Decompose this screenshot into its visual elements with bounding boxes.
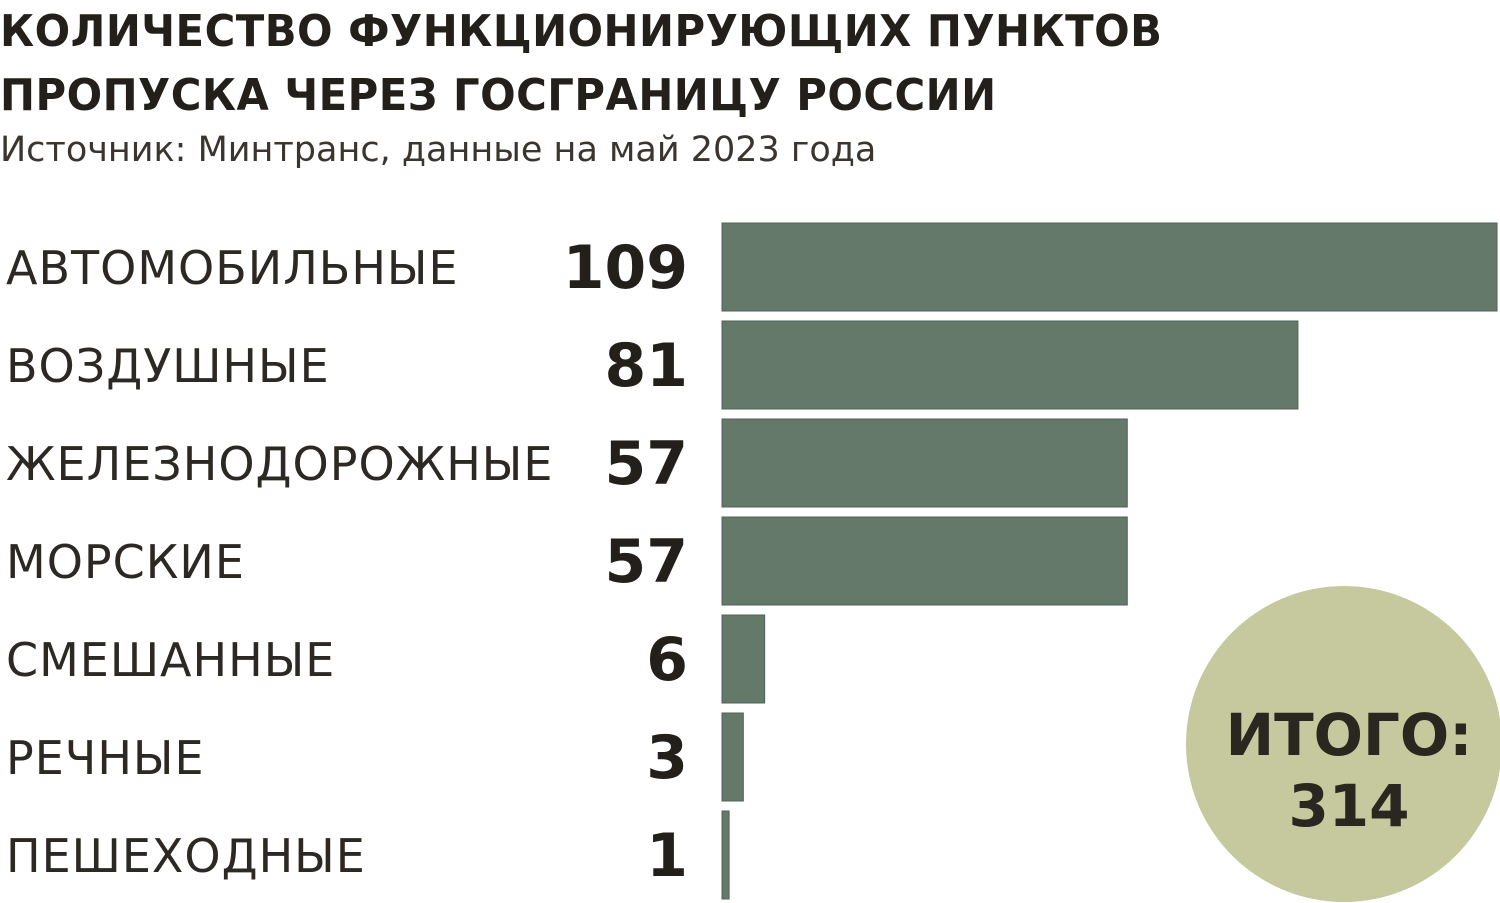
bar	[721, 712, 744, 802]
chart-title-line-1: КОЛИЧЕСТВО ФУНКЦИОНИРУЮЩИХ ПУНКТОВ	[0, 6, 1163, 57]
value-label: 81	[605, 331, 689, 401]
value-label: 3	[646, 723, 688, 793]
category-label: ЖЕЛЕЗНОДОРОЖНЫЕ	[6, 437, 553, 491]
value-label: 1	[646, 821, 688, 891]
chart-title: КОЛИЧЕСТВО ФУНКЦИОНИРУЮЩИХ ПУНКТОВ ПРОПУ…	[0, 0, 1162, 128]
chart-title-line-2: ПРОПУСКА ЧЕРЕЗ ГОСГРАНИЦУ РОССИИ	[0, 70, 997, 121]
total-badge: ИТОГО: 314	[1186, 586, 1500, 902]
value-label: 57	[605, 429, 689, 499]
value-label: 109	[563, 233, 688, 303]
bar	[721, 614, 766, 704]
category-label: ПЕШЕХОДНЫЕ	[6, 829, 366, 883]
category-label: АВТОМОБИЛЬНЫЕ	[6, 241, 459, 295]
bar	[721, 810, 730, 900]
total-label: ИТОГО:	[1226, 701, 1473, 769]
chart-subtitle: Источник: Минтранс, данные на май 2023 г…	[0, 130, 877, 170]
bar	[721, 418, 1128, 508]
bar	[721, 516, 1128, 606]
value-label: 57	[605, 527, 689, 597]
bar	[721, 320, 1299, 410]
bar	[721, 222, 1498, 312]
category-label: СМЕШАННЫЕ	[6, 633, 335, 687]
bars-layer	[721, 222, 1498, 900]
labels-layer: АВТОМОБИЛЬНЫЕ 109 ВОЗДУШНЫЕ 81 ЖЕЛЕЗНОДОРОЖН…	[6, 233, 688, 891]
category-label: МОРСКИЕ	[6, 535, 245, 589]
total-circle	[1186, 586, 1500, 902]
category-label: РЕЧНЫЕ	[6, 731, 205, 785]
total-value: 314	[1288, 772, 1409, 840]
value-label: 6	[646, 625, 688, 695]
category-label: ВОЗДУШНЫЕ	[6, 339, 330, 393]
